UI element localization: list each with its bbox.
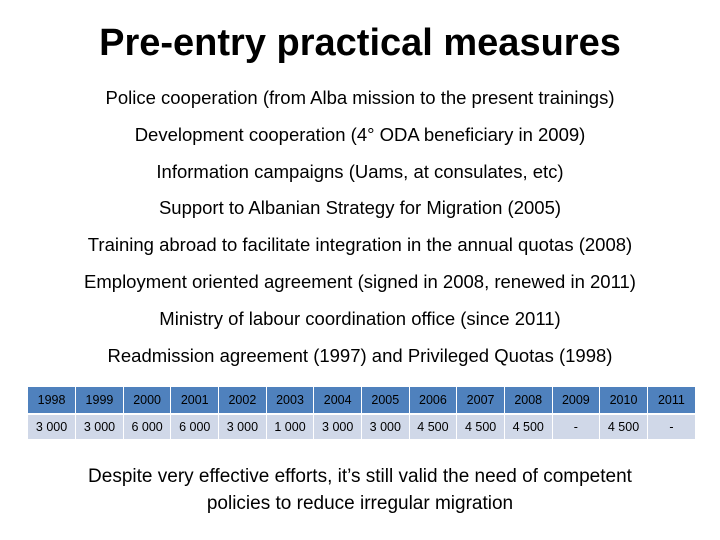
quota-value-cell: 4 500 (409, 413, 458, 439)
list-item: Police cooperation (from Alba mission to… (105, 87, 615, 108)
quota-value-cell: 3 000 (218, 413, 267, 439)
table-header-row: 1998 1999 2000 2001 2002 2003 2004 2005 … (28, 387, 695, 414)
table-row: 3 000 3 000 6 000 6 000 3 000 1 000 3 00… (28, 413, 695, 439)
quota-table-container: 1998 1999 2000 2001 2002 2003 2004 2005 … (28, 387, 695, 439)
quota-value-cell: 4 500 (599, 413, 648, 439)
year-header-cell: 2001 (170, 387, 220, 414)
conclusion-line: Despite very effective efforts, it’s sti… (88, 466, 632, 487)
conclusion-text: Despite very effective efforts, it’s sti… (0, 463, 720, 517)
quota-value-cell: 4 500 (504, 413, 553, 439)
year-header-cell: 2000 (123, 387, 172, 414)
year-header-cell: 2007 (456, 387, 505, 414)
year-header-cell: 2010 (599, 387, 648, 414)
list-item: Training abroad to facilitate integratio… (87, 234, 633, 256)
year-header-cell: 2002 (218, 387, 267, 414)
quota-value-cell: 1 000 (266, 413, 315, 439)
year-header-cell: 2011 (647, 387, 695, 414)
year-header-cell: 2003 (266, 387, 315, 414)
list-item: Employment oriented agreement (signed in… (84, 270, 636, 292)
list-item: Ministry of labour coordination office (… (159, 307, 561, 329)
list-item: Information campaigns (Uams, at consulat… (156, 160, 564, 182)
quota-value-cell: 3 000 (313, 413, 362, 439)
year-header-cell: 2005 (361, 387, 410, 414)
year-header-cell: 1999 (75, 387, 124, 414)
quota-value-cell: 6 000 (123, 413, 172, 439)
year-header-cell: 2008 (504, 387, 553, 414)
list-item: Support to Albanian Strategy for Migrati… (158, 197, 562, 219)
list-item: Readmission agreement (1997) and Privile… (107, 344, 613, 366)
quota-value-cell: 3 000 (28, 413, 77, 439)
quota-value-cell: 3 000 (361, 413, 410, 439)
year-header-cell: 2009 (552, 387, 601, 414)
year-header-cell: 2004 (313, 387, 362, 414)
conclusion-line: policies to reduce irregular migration (206, 493, 514, 514)
quota-value-cell: 3 000 (75, 413, 124, 439)
quota-value-cell: 6 000 (170, 413, 220, 439)
year-header-cell: 1998 (28, 387, 77, 414)
list-item: Development cooperation (4° ODA benefici… (134, 123, 586, 145)
quota-value-cell: 4 500 (456, 413, 505, 439)
quota-value-cell: - (647, 413, 695, 439)
quota-table: 1998 1999 2000 2001 2002 2003 2004 2005 … (28, 387, 695, 439)
slide-title: Pre-entry practical measures (99, 22, 621, 64)
year-header-cell: 2006 (409, 387, 458, 414)
measures-list: Police cooperation (from Alba mission to… (0, 80, 720, 374)
quota-value-cell: - (552, 413, 601, 439)
